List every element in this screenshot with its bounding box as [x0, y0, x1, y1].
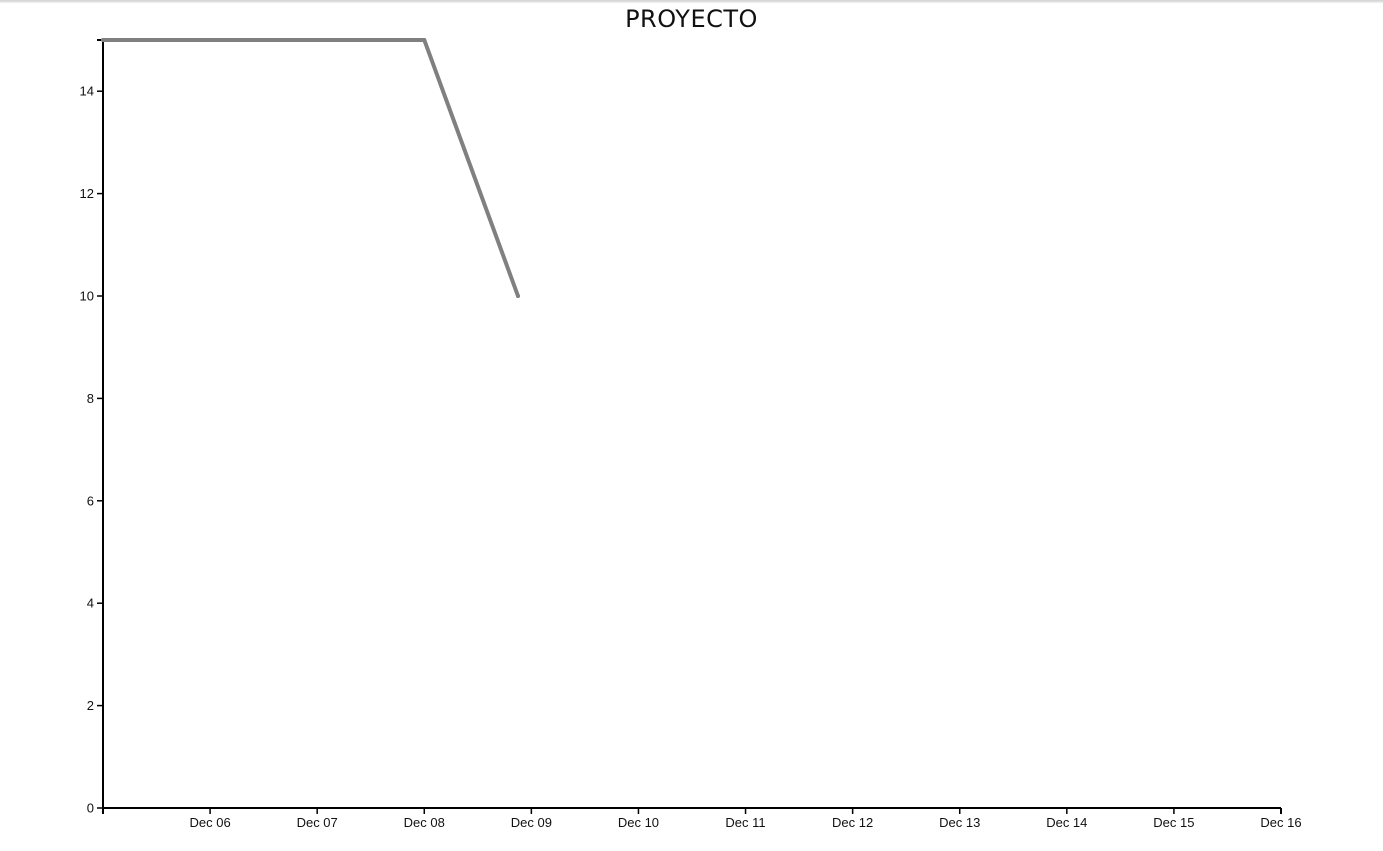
y-tick-label: 6: [87, 493, 94, 508]
top-border: [0, 0, 1383, 3]
y-tick-label: 12: [80, 186, 94, 201]
x-tick-label: Dec 08: [404, 815, 445, 830]
x-tick-label: Dec 09: [511, 815, 552, 830]
y-tick-label: 0: [87, 801, 94, 816]
y-tick-label: 8: [87, 391, 94, 406]
y-tick-label: 10: [80, 289, 94, 304]
series-point: [422, 38, 427, 42]
x-axis: Dec 06 Dec 07 Dec 08 Dec 09 Dec 10 Dec 11 Dec …: [102, 807, 1302, 830]
y-axis: 0 2 4 6 8 10 12 14: [80, 39, 104, 816]
series-line-0: [101, 38, 520, 298]
x-tick-label: Dec 11: [725, 815, 765, 830]
x-tick-label: Dec 15: [1153, 815, 1194, 830]
x-tick-label: Dec 10: [618, 815, 659, 830]
series-point: [101, 38, 105, 42]
y-tick-label: 14: [80, 84, 94, 99]
x-tick-label: Dec 12: [832, 815, 873, 830]
x-tick-label: Dec 06: [189, 815, 230, 830]
x-tick-label: Dec 07: [297, 815, 338, 830]
series-layer: [101, 38, 520, 298]
y-tick-label: 4: [87, 596, 94, 611]
x-tick-label: Dec 16: [1260, 815, 1301, 830]
series-point: [515, 294, 520, 298]
x-tick-label: Dec 13: [939, 815, 980, 830]
y-tick-label: 2: [87, 698, 94, 713]
chart-title: PROYECTO: [625, 5, 758, 33]
x-tick-label: Dec 14: [1046, 815, 1087, 830]
